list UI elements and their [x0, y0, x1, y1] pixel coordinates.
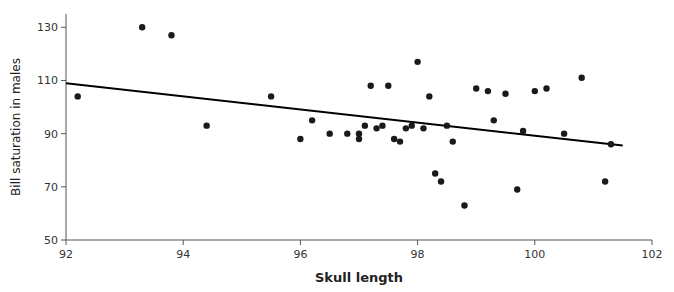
scatter-point [532, 88, 538, 94]
y-axis-line [66, 14, 67, 240]
y-tick-label: 50 [44, 234, 58, 247]
scatter-point [502, 91, 508, 97]
y-tick [61, 240, 66, 241]
x-axis-label: Skull length [315, 270, 403, 285]
scatter-point [75, 93, 81, 99]
scatter-point [608, 141, 614, 147]
x-tick-label: 100 [524, 248, 545, 261]
scatter-point [450, 138, 456, 144]
scatter-point [561, 130, 567, 136]
scatter-point [432, 170, 438, 176]
scatter-point [420, 125, 426, 131]
scatter-point [297, 136, 303, 142]
scatter-point [268, 93, 274, 99]
scatter-points [75, 24, 615, 209]
regression-line [66, 83, 623, 145]
x-tick-label: 102 [642, 248, 663, 261]
x-tick [183, 240, 184, 245]
scatter-point [426, 93, 432, 99]
x-tick-label: 94 [176, 248, 190, 261]
scatter-point [368, 83, 374, 89]
scatter-point [379, 122, 385, 128]
x-axis-line [66, 240, 652, 241]
scatter-point [385, 83, 391, 89]
scatter-point [438, 178, 444, 184]
scatter-point [309, 117, 315, 123]
scatter-point [444, 122, 450, 128]
y-tick-label: 70 [44, 181, 58, 194]
scatter-point [414, 59, 420, 65]
scatter-point [543, 85, 549, 91]
y-tick-label: 130 [37, 21, 58, 34]
y-tick [61, 80, 66, 81]
x-tick-label: 96 [293, 248, 307, 261]
scatter-point [373, 125, 379, 131]
scatter-point [139, 24, 145, 30]
scatter-point [473, 85, 479, 91]
scatter-point [397, 138, 403, 144]
x-tick-label: 92 [59, 248, 73, 261]
x-tick [66, 240, 67, 245]
x-tick-label: 98 [411, 248, 425, 261]
y-tick [61, 133, 66, 134]
scatter-point [485, 88, 491, 94]
scatter-point [203, 122, 209, 128]
scatter-point [520, 128, 526, 134]
scatter-point [602, 178, 608, 184]
scatter-point [578, 75, 584, 81]
scatter-point [461, 202, 467, 208]
scatter-point [391, 136, 397, 142]
scatter-point [403, 125, 409, 131]
x-tick [300, 240, 301, 245]
y-tick [61, 186, 66, 187]
x-tick [417, 240, 418, 245]
scatter-point [327, 130, 333, 136]
scatter-point [362, 122, 368, 128]
y-tick-label: 90 [44, 128, 58, 141]
chart: 92 94 96 98 100 102 50 70 90 110 130 Skull length Bi… [0, 0, 674, 292]
scatter-point [344, 130, 350, 136]
x-tick [652, 240, 653, 245]
scatter-point [168, 32, 174, 38]
plot-area [66, 24, 623, 209]
scatter-point [491, 117, 497, 123]
y-axis-label: Bill saturation in males [9, 58, 23, 196]
scatter-point [356, 130, 362, 136]
y-tick [61, 27, 66, 28]
scatter-point [409, 122, 415, 128]
scatter-point [514, 186, 520, 192]
axes: 92 94 96 98 100 102 50 70 90 110 130 [37, 14, 663, 261]
y-tick-label: 110 [37, 74, 58, 87]
x-tick [534, 240, 535, 245]
